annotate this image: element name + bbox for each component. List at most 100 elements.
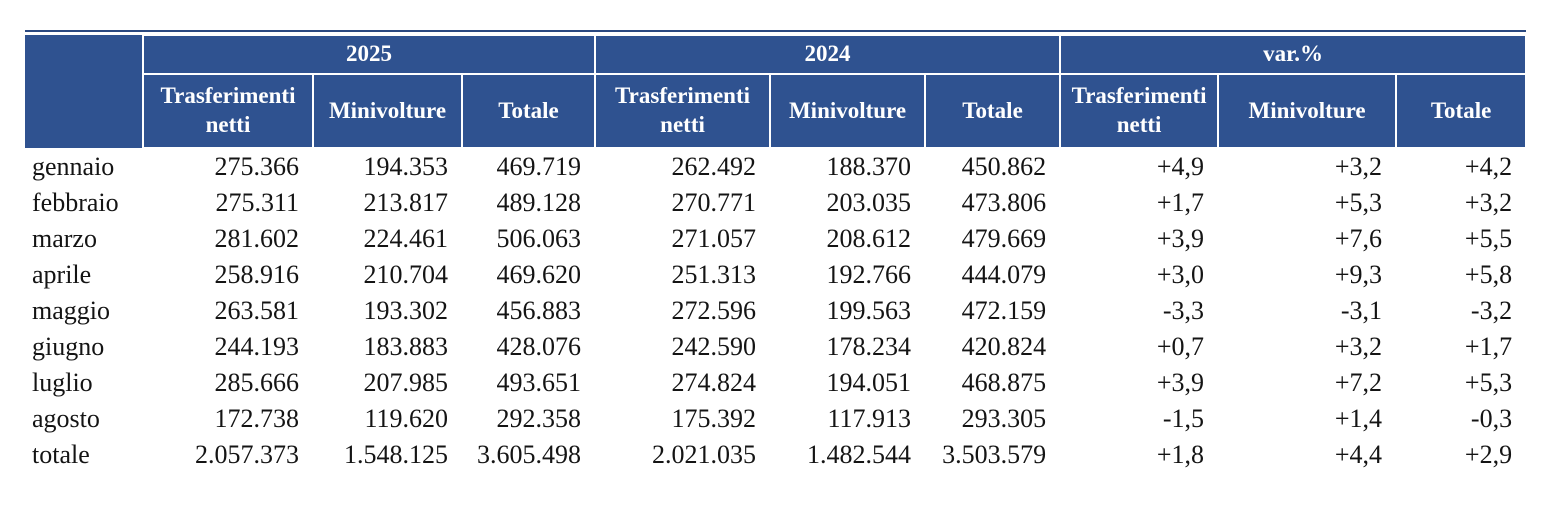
table-row: febbraio 275.311 213.817 489.128 270.771 203.… [25,185,1526,221]
row-label: aprile [32,260,92,289]
data-cell: +0,7 [1156,332,1205,361]
data-cell: 203.035 [826,188,912,217]
data-cell: -3,1 [1340,296,1383,325]
data-cell: +1,4 [1334,404,1383,433]
data-cell: 2.057.373 [195,440,299,469]
data-cell: 281.602 [214,224,300,253]
data-cell: +1,8 [1156,440,1205,469]
data-table-container: 2025 2024 var.% Trasferimenti netti Mini… [25,30,1528,473]
data-cell: 493.651 [496,368,582,397]
subheader-2025-totale: Totale [460,73,597,149]
data-cell: 183.883 [363,332,449,361]
data-cell: 420.824 [961,332,1047,361]
data-cell: 1.548.125 [344,440,448,469]
row-label: luglio [32,368,93,397]
data-cell: 285.666 [214,368,300,397]
data-cell: 199.563 [826,296,912,325]
data-cell: +3,2 [1464,188,1513,217]
data-cell: 469.719 [496,152,582,181]
data-cell: +3,0 [1156,260,1205,289]
data-cell: +5,3 [1334,188,1383,217]
subheader-var-trasferimenti: Trasferimenti netti [1059,73,1220,149]
data-cell: 178.234 [826,332,912,361]
row-label: totale [32,440,90,469]
table-row: totale 2.057.373 1.548.125 3.605.498 2.021.0… [25,437,1526,473]
data-cell: 275.366 [214,152,300,181]
data-cell: 210.704 [363,260,449,289]
row-label: febbraio [32,188,119,217]
data-cell: -0,3 [1470,404,1513,433]
data-cell: -1,5 [1162,404,1205,433]
row-label: giugno [32,332,105,361]
data-cell: +4,2 [1464,152,1513,181]
table-row: aprile 258.916 210.704 469.620 251.313 192.76… [25,257,1526,293]
row-label: gennaio [32,151,115,181]
table-row: luglio 285.666 207.985 493.651 274.824 194.05… [25,365,1526,401]
data-cell: 456.883 [496,296,582,325]
data-cell: +1,7 [1156,188,1205,217]
statistics-table: 2025 2024 var.% Trasferimenti netti Mini… [25,34,1528,473]
data-cell: 119.620 [364,404,448,433]
data-cell: 272.596 [671,296,757,325]
data-cell: 472.159 [961,296,1047,325]
data-cell: 473.806 [961,188,1047,217]
data-cell: 117.913 [827,404,912,433]
data-cell: +3,9 [1156,368,1205,397]
group-header-2025: 2025 [141,34,597,75]
table-header: 2025 2024 var.% Trasferimenti netti Mini… [25,34,1528,149]
row-label: maggio [32,296,110,325]
data-cell: 258.916 [214,260,300,289]
row-label: agosto [32,404,100,433]
data-cell: 271.057 [671,224,757,253]
data-cell: 224.461 [363,224,449,253]
table-row: giugno 244.193 183.883 428.076 242.590 178.23… [25,329,1526,365]
subheader-var-minivolture: Minivolture [1217,73,1398,149]
data-cell: 293.305 [961,404,1047,433]
table-body: gennaio 275.366 194.353 469.719 262.492 188.3… [25,148,1526,473]
data-cell: +7,6 [1334,224,1383,253]
data-cell: 444.079 [961,260,1047,289]
data-cell: +9,3 [1334,260,1383,289]
data-cell: 469.620 [496,260,582,289]
data-cell: 194.051 [826,368,912,397]
data-cell: +4,9 [1156,152,1205,181]
data-cell: 207.985 [363,368,449,397]
data-cell: +3,9 [1156,224,1205,253]
data-cell: 479.669 [961,224,1047,253]
subheader-2025-minivolture: Minivolture [312,73,463,149]
table-row: agosto 172.738 119.620 292.358 175.392 117.91… [25,401,1526,437]
subheader-2024-totale: Totale [924,73,1062,149]
data-cell: 188.370 [826,152,912,181]
data-cell: 213.817 [363,188,449,217]
data-cell: 192.766 [826,260,912,289]
data-cell: 506.063 [496,224,582,253]
subheader-2025-trasferimenti: Trasferimenti netti [142,73,314,149]
data-cell: 274.824 [671,368,757,397]
data-cell: +4,4 [1334,440,1383,469]
data-cell: 244.193 [214,332,300,361]
data-cell: 262.492 [671,152,757,181]
data-cell: 242.590 [671,332,757,361]
data-cell: +3,2 [1334,332,1383,361]
data-cell: 489.128 [496,188,582,217]
data-cell: 292.358 [496,404,582,433]
data-cell: 3.605.498 [477,440,582,469]
header-group-row: 2025 2024 var.% [25,34,1528,148]
data-cell: +5,5 [1464,224,1513,253]
group-header-2024: 2024 [594,34,1062,75]
data-cell: 194.353 [363,152,449,181]
subheader-var-totale: Totale [1395,73,1528,149]
data-cell: -3,2 [1470,296,1513,325]
data-cell: -3,3 [1162,296,1205,325]
table-top-border [25,30,1526,32]
table-row: marzo 281.602 224.461 506.063 271.057 208.612… [25,221,1526,257]
row-label: marzo [32,224,97,253]
data-cell: 275.311 [215,188,299,217]
data-cell: 270.771 [671,188,757,217]
data-cell: +5,3 [1464,368,1513,397]
data-cell: 263.581 [214,296,300,325]
data-cell: 172.738 [214,404,300,433]
data-cell: +1,7 [1464,332,1513,361]
data-cell: 468.875 [961,368,1047,397]
data-cell: +5,8 [1464,260,1513,289]
